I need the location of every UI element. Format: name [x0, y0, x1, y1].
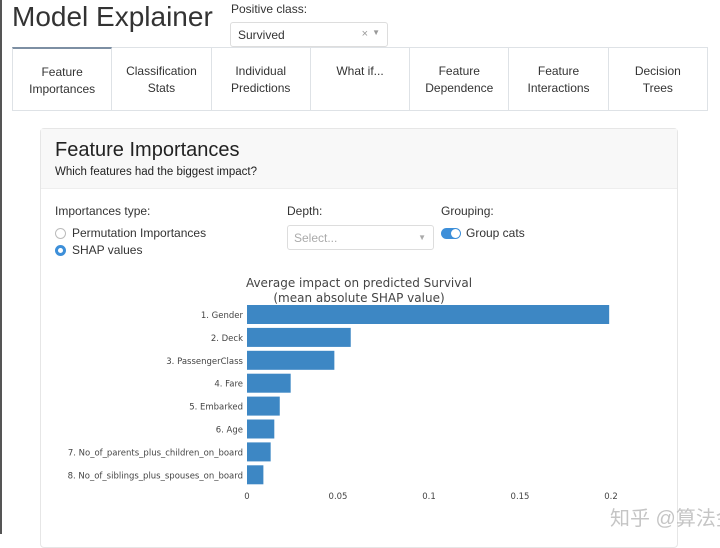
category-label: 4. Fare — [214, 380, 243, 390]
chart-subtitle: (mean absolute SHAP value) — [273, 291, 444, 305]
tab-decision-trees[interactable]: Decision Trees — [608, 47, 708, 110]
tab-classification-stats[interactable]: Classification Stats — [112, 47, 212, 110]
tab-individual-predictions[interactable]: Individual Predictions — [211, 47, 311, 110]
chevron-down-icon[interactable]: ▼ — [372, 28, 380, 37]
group-cats-label: Group cats — [466, 226, 525, 240]
tab-what-if[interactable]: What if... — [310, 47, 411, 110]
app-title: Model Explainer — [12, 1, 213, 32]
x-tick-label: 0.15 — [511, 492, 530, 502]
chart-title: Average impact on predicted Survival — [246, 276, 472, 290]
positive-class-label: Positive class: — [231, 2, 308, 16]
depth-label: Depth: — [287, 204, 323, 218]
grouping-label: Grouping: — [441, 204, 494, 218]
depth-select[interactable]: Select... ▼ — [287, 225, 434, 250]
category-label: 6. Age — [216, 426, 243, 436]
tab-feature-dependence[interactable]: Feature Dependence — [410, 47, 510, 110]
radio-label: Permutation Importances — [72, 226, 207, 240]
category-label: 8. No_of_siblings_plus_spouses_on_board — [68, 471, 243, 481]
watermark: 知乎 @算法金 — [610, 508, 720, 530]
bar[interactable] — [247, 465, 264, 485]
x-tick-label: 0 — [244, 492, 249, 502]
clear-icon[interactable]: × — [361, 28, 368, 40]
category-label: 2. Deck — [211, 334, 243, 344]
category-label: 7. No_of_parents_plus_children_on_board — [68, 448, 243, 458]
x-tick-label: 0.2 — [604, 492, 618, 502]
card-header: Feature Importances Which features had t… — [41, 129, 677, 189]
x-tick-label: 0.1 — [422, 492, 436, 502]
bar[interactable] — [247, 419, 275, 439]
tab-feature-interactions[interactable]: Feature Interactions — [509, 47, 609, 110]
bar[interactable] — [247, 396, 280, 416]
tab-feature-importances[interactable]: Feature Importances — [12, 47, 113, 110]
bar[interactable] — [247, 327, 351, 347]
category-label: 3. PassengerClass — [166, 357, 243, 367]
feature-importances-card: Feature Importances Which features had t… — [40, 128, 678, 548]
card-title: Feature Importances — [55, 139, 240, 161]
bar[interactable] — [247, 305, 610, 324]
window-border — [0, 0, 2, 534]
depth-placeholder: Select... — [294, 231, 338, 245]
x-tick-label: 0.05 — [329, 492, 348, 502]
positive-class-select[interactable]: Survived × ▼ — [230, 22, 388, 47]
radio-icon[interactable] — [55, 227, 66, 239]
positive-class-value: Survived — [238, 28, 285, 42]
chevron-down-icon: ▼ — [418, 233, 426, 242]
category-label: 5. Embarked — [189, 403, 243, 413]
bar[interactable] — [247, 442, 271, 462]
bar[interactable] — [247, 350, 335, 370]
importances-type-label: Importances type: — [55, 204, 151, 218]
radio-shap[interactable]: SHAP values — [55, 243, 142, 257]
radio-label: SHAP values — [72, 243, 143, 257]
radio-permutation[interactable]: Permutation Importances — [55, 226, 206, 240]
radio-checked-icon[interactable] — [55, 244, 66, 256]
bar[interactable] — [247, 373, 291, 393]
shap-bar-chart: Average impact on predicted Survival(mea… — [68, 276, 618, 502]
group-cats-toggle[interactable] — [441, 228, 461, 239]
category-label: 1. Gender — [201, 311, 244, 321]
tab-bar: Feature Importances Classification Stats… — [12, 47, 708, 111]
card-subtitle: Which features had the biggest impact? — [55, 166, 258, 178]
